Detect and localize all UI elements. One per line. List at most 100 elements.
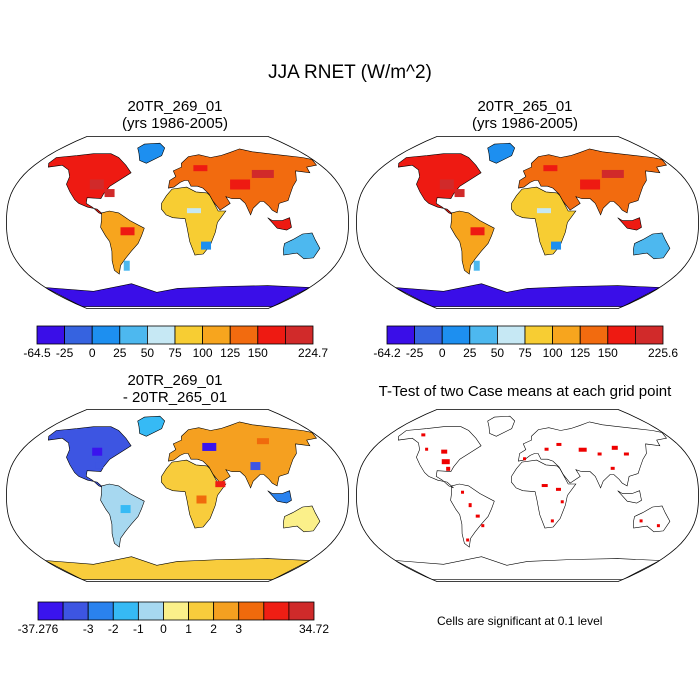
continent-samerica: [450, 210, 495, 275]
colorbar-case1-tick-label: 125: [220, 346, 241, 360]
significant-cell: [256, 438, 269, 445]
panel-title-top-left: 20TR_269_01 (yrs 1986-2005): [75, 98, 275, 132]
colorbar-case2-swatch: [579, 325, 609, 345]
significant-cell: [541, 484, 548, 488]
panel-title-line2: - 20TR_265_01: [122, 389, 228, 406]
significant-cell: [580, 179, 601, 190]
colorbar-case2-swatch: [386, 325, 416, 345]
continent-australia: [283, 232, 321, 260]
colorbar-difference-labels: -37.276 -3 -2 -1 0 1 2 3 34.72: [18, 622, 329, 638]
colorbar-case1-swatch: [174, 325, 204, 345]
panel-title-top-right: 20TR_265_01 (yrs 1986-2005): [425, 98, 625, 132]
continent-antarctica: [45, 283, 311, 307]
colorbar-case2-tick-label: 50: [490, 346, 505, 360]
significant-cell: [441, 459, 450, 465]
continent-greenland: [487, 142, 516, 164]
colorbar-difference-tick-label: 1: [185, 622, 192, 636]
continent-seasia: [267, 490, 292, 504]
significant-cell: [95, 462, 104, 469]
significant-cell: [123, 260, 130, 271]
colorbar-difference-tick-label: 2: [210, 622, 217, 636]
colorbar-case2-tick-label: 0: [438, 346, 446, 360]
significant-cell: [623, 452, 629, 456]
continent-greenland: [137, 415, 166, 437]
colorbar-case1-tick-label: -25: [55, 346, 74, 360]
colorbar-case1-swatch: [202, 325, 231, 345]
continent-namerica: [47, 153, 132, 216]
panel-title-line1: 20TR_269_01: [127, 98, 223, 115]
significant-cell: [473, 260, 480, 271]
continent-namerica: [47, 426, 132, 489]
significant-cell: [461, 490, 465, 494]
significant-cell: [523, 457, 527, 461]
significant-cell: [601, 169, 624, 178]
map3-land: [45, 415, 321, 580]
colorbar-case1-swatch: [147, 325, 176, 345]
continent-seasia: [617, 490, 642, 504]
continent-samerica: [100, 483, 145, 548]
figure-title: JJA RNET (W/m^2): [268, 62, 432, 83]
panel-title-line2: (yrs 1986-2005): [122, 115, 228, 132]
significant-cell: [298, 519, 309, 526]
continent-australia: [633, 232, 671, 260]
significant-cell: [550, 519, 554, 523]
significant-cell: [597, 452, 602, 456]
colorbar-difference-swatch: [188, 601, 215, 621]
colorbar-difference-swatch: [112, 601, 139, 621]
significant-cell: [560, 500, 564, 504]
significant-cell: [230, 179, 251, 190]
significant-cell: [446, 466, 451, 471]
significant-cell: [551, 241, 562, 250]
significant-cell: [92, 447, 103, 456]
map-outline: [356, 409, 699, 582]
map-outline: [356, 136, 699, 309]
continent-antarctica: [395, 283, 661, 307]
significant-cell: [186, 208, 201, 214]
significant-cell: [556, 442, 562, 446]
colorbar-difference-tick-label: -2: [107, 622, 119, 636]
colorbar-case1-swatch: [119, 325, 148, 345]
continent-africa: [161, 459, 227, 529]
significant-cell: [454, 189, 465, 198]
colorbar-case2-tick-label: -25: [405, 346, 424, 360]
colorbar-case1-tick-label: 50: [140, 346, 155, 360]
continent-australia: [283, 505, 321, 533]
continent-eurasia: [518, 421, 668, 489]
significant-cell: [251, 169, 274, 178]
significant-cell: [468, 503, 472, 508]
colorbar-case1-tick-label: 25: [113, 346, 127, 360]
continent-antarctica: [45, 556, 311, 580]
significant-cell: [215, 481, 226, 488]
significant-cell: [610, 466, 615, 470]
map-ttest-significance: [356, 409, 699, 582]
panel-title-bottom-right: T-Test of two Case means at each grid po…: [378, 383, 672, 400]
colorbar-case2-swatch: [469, 325, 498, 345]
colorbar-case2-tick-label: 150: [597, 346, 618, 360]
colorbar-difference: [37, 601, 315, 621]
continent-greenland: [487, 415, 516, 437]
map-outline: [6, 136, 349, 309]
colorbar-case1-tick-label: 0: [88, 346, 96, 360]
colorbar-case1-tick-label: 224.7: [297, 346, 329, 360]
significant-cell: [439, 179, 454, 190]
colorbar-case1-swatch: [64, 325, 93, 345]
significant-cell: [639, 519, 643, 523]
colorbar-difference-swatch: [87, 601, 114, 621]
continent-eurasia: [168, 421, 318, 489]
colorbar-case2-tick-label: 75: [518, 346, 532, 360]
colorbar-difference-tick-label: -1: [133, 622, 144, 636]
colorbar-difference-swatch: [263, 601, 290, 621]
colorbar-case1-tick-label: -64.5: [23, 346, 51, 360]
significant-cell: [536, 208, 551, 214]
significant-cell: [193, 165, 208, 172]
colorbar-case2-swatch: [634, 325, 664, 345]
significant-cell: [196, 495, 207, 504]
colorbar-case1-swatch: [36, 325, 66, 345]
colorbar-difference-swatch: [238, 601, 265, 621]
panel-title-line2: (yrs 1986-2005): [472, 115, 578, 132]
colorbar-case1-swatch: [257, 325, 286, 345]
colorbar-case2-tick-label: -64.2: [373, 346, 401, 360]
colorbar-case2-swatch: [607, 325, 636, 345]
map4-land: [395, 415, 671, 580]
panel-title-line1: 20TR_265_01: [477, 98, 573, 115]
